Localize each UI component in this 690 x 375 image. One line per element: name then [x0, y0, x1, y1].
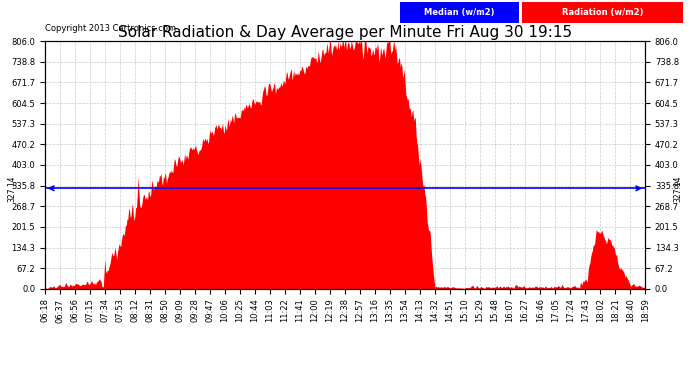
- Text: Copyright 2013 Cartronics.com: Copyright 2013 Cartronics.com: [45, 24, 176, 33]
- Bar: [400, 2, 519, 22]
- Title: Solar Radiation & Day Average per Minute Fri Aug 30 19:15: Solar Radiation & Day Average per Minute…: [118, 25, 572, 40]
- Text: Median (w/m2): Median (w/m2): [424, 8, 495, 16]
- Text: 327.14: 327.14: [8, 175, 17, 201]
- Text: 327.14: 327.14: [673, 175, 682, 201]
- Bar: [522, 2, 683, 22]
- Text: Radiation (w/m2): Radiation (w/m2): [562, 8, 643, 16]
